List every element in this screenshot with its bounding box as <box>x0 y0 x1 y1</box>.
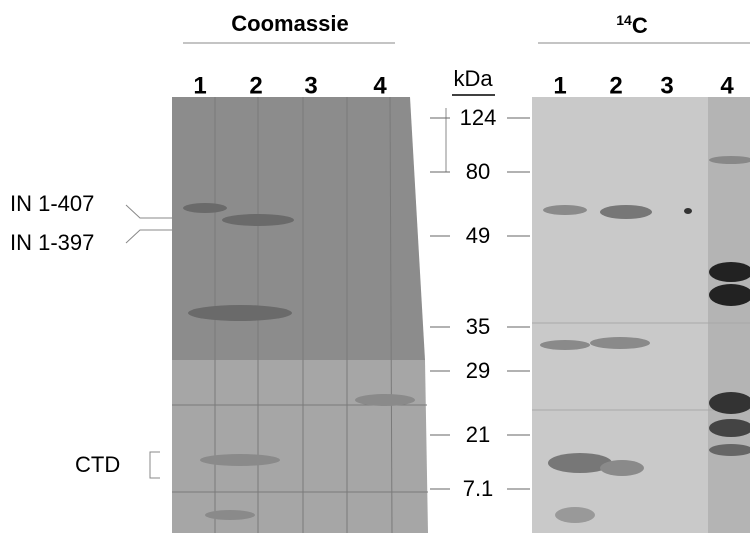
radiograph-gel <box>532 97 750 533</box>
lane-label: 3 <box>660 72 673 99</box>
panel-title: Coomassie <box>231 11 348 36</box>
lane-label: 4 <box>720 72 734 99</box>
coomassie-gel <box>172 97 428 533</box>
band-label: CTD <box>75 452 120 477</box>
lane-label: 2 <box>249 72 262 99</box>
bracket <box>150 452 160 478</box>
pointer <box>126 205 172 218</box>
lane-label: 1 <box>553 72 566 99</box>
lane-label: 2 <box>609 72 622 99</box>
title-text: C <box>632 13 648 38</box>
pointer <box>126 230 172 243</box>
superscript: 14 <box>616 12 632 28</box>
lane-label: 4 <box>373 72 387 99</box>
marker-label: 49 <box>466 223 490 248</box>
panel-title: 14C <box>616 12 648 38</box>
lane-label: 1 <box>193 72 206 99</box>
figure: Coomassie 14C 1 2 3 4 1 2 3 4 kDa 124 80… <box>0 0 750 533</box>
band-label: IN 1-397 <box>10 230 94 255</box>
marker-label: 7.1 <box>463 476 494 501</box>
lane-label: 3 <box>304 72 317 99</box>
marker-label: 29 <box>466 358 490 383</box>
marker-label: 35 <box>466 314 490 339</box>
marker-label: 21 <box>466 422 490 447</box>
marker-label: 80 <box>466 159 490 184</box>
marker-unit: kDa <box>453 66 493 91</box>
band-label: IN 1-407 <box>10 191 94 216</box>
marker-label: 124 <box>460 105 497 130</box>
